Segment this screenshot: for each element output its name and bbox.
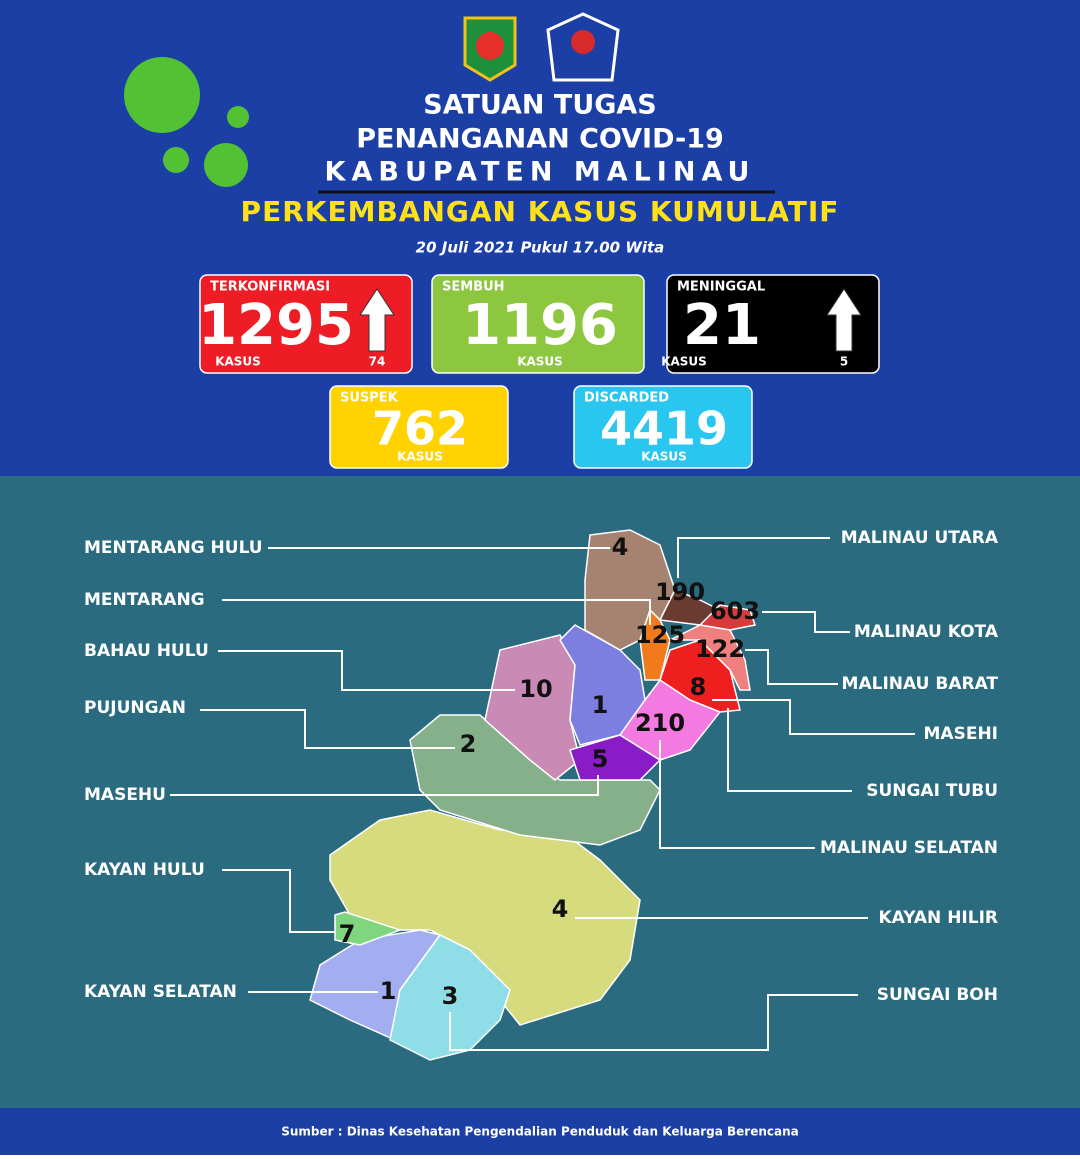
card-increase: 5 (840, 355, 848, 369)
district-name: KAYAN SELATAN (84, 982, 237, 1002)
district-name: MALINAU UTARA (841, 528, 999, 548)
leader-line (712, 699, 915, 735)
leader-line (677, 537, 830, 578)
stat-card (431, 274, 645, 374)
district-value: 10 (519, 675, 552, 703)
district-name: MASEHI (924, 724, 998, 744)
district-value: 1 (592, 691, 609, 719)
district-name: MENTARANG (84, 590, 205, 610)
card-label: MENINGGAL (677, 280, 765, 295)
logos (463, 12, 620, 82)
district-value: 7 (339, 920, 356, 948)
leader-line (222, 869, 335, 933)
stat-card (329, 385, 509, 469)
map (309, 529, 756, 1061)
leader-line (727, 708, 852, 792)
leader-line (762, 611, 850, 633)
title-line: PENANGANAN COVID-19 (356, 124, 724, 155)
district-value: 1 (380, 977, 397, 1005)
region (389, 934, 511, 1061)
district-value: 210 (635, 709, 685, 737)
leader-line (745, 649, 838, 685)
card-value: 762 (372, 402, 468, 456)
district-value: 2 (460, 730, 477, 758)
card-unit: KASUS (661, 355, 707, 369)
card-value: 21 (683, 293, 761, 358)
leader-line (218, 650, 515, 691)
stat-card (199, 274, 413, 374)
district-value: 5 (592, 745, 609, 773)
card-label: TERKONFIRMASI (210, 280, 330, 295)
district-name: KAYAN HULU (84, 860, 205, 880)
region (669, 624, 751, 691)
district-value: 125 (635, 621, 685, 649)
district-name: KAYAN HILIR (879, 908, 999, 928)
district-name: MALINAU BARAT (842, 674, 999, 694)
region (659, 639, 741, 713)
card-label: SEMBUH (442, 280, 505, 295)
card-unit: KASUS (215, 355, 261, 369)
district-name: MASEHU (84, 785, 166, 805)
card-value: 4419 (600, 402, 728, 456)
stat-card (573, 385, 753, 469)
card-unit: KASUS (641, 450, 687, 464)
title-line: SATUAN TUGAS (423, 90, 657, 121)
region (658, 589, 722, 626)
subtitle: PERKEMBANGAN KASUS KUMULATIF (241, 195, 840, 228)
leader-line (222, 599, 651, 625)
district-name: SUNGAI TUBU (866, 781, 998, 801)
card-label: SUSPEK (340, 391, 399, 406)
source: Sumber : Dinas Kesehatan Pengendalian Pe… (281, 1125, 799, 1139)
district-value: 122 (695, 635, 745, 663)
district-name: MALINAU SELATAN (820, 838, 998, 858)
district-value: 8 (690, 673, 707, 701)
district-name: MENTARANG HULU (84, 538, 263, 558)
district-value: 4 (612, 533, 629, 561)
date: 20 Juli 2021 Pukul 17.00 Wita (416, 239, 665, 257)
district-name: SUNGAI BOH (877, 985, 998, 1005)
district-name: MALINAU KOTA (854, 622, 999, 642)
district-value: 4 (552, 895, 569, 923)
title-line: KABUPATEN MALINAU (325, 157, 756, 188)
card-unit: KASUS (517, 355, 563, 369)
card-value: 1295 (198, 293, 354, 358)
up-arrow (826, 288, 862, 352)
region (334, 911, 403, 946)
card-label: DISCARDED (584, 391, 669, 406)
district-name: BAHAU HULU (84, 641, 209, 661)
up-arrow (359, 288, 395, 352)
card-increase: 74 (369, 355, 386, 369)
leader-line (449, 994, 858, 1051)
card-value: 1196 (462, 293, 618, 358)
footer-bg (0, 1108, 1080, 1155)
leader-line (200, 709, 455, 749)
district-name: PUJUNGAN (84, 698, 186, 718)
leader-line (659, 740, 815, 849)
virus-decor (124, 57, 249, 187)
stat-card (666, 274, 880, 374)
district-value: 190 (655, 578, 705, 606)
card-unit: KASUS (397, 450, 443, 464)
district-value: 3 (442, 982, 459, 1010)
leader-line (170, 775, 599, 796)
district-value: 603 (710, 597, 760, 625)
